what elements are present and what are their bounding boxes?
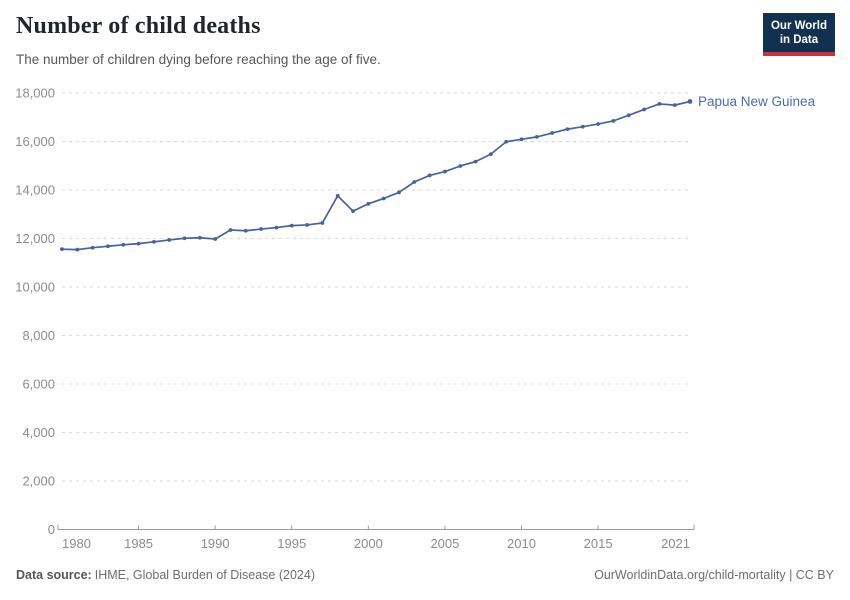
data-point[interactable]	[167, 238, 172, 242]
data-point[interactable]	[60, 247, 64, 252]
data-point[interactable]	[213, 237, 218, 241]
owid-logo[interactable]: Our World in Data	[762, 13, 835, 56]
y-tick-label: 4,000	[22, 425, 55, 440]
data-point[interactable]	[121, 242, 126, 247]
data-point[interactable]	[672, 103, 677, 108]
x-tick-label: 2021	[661, 536, 690, 551]
data-point[interactable]	[136, 241, 141, 246]
data-point[interactable]	[182, 236, 187, 241]
x-tick-label: 1985	[124, 536, 153, 551]
data-point[interactable]	[580, 124, 585, 129]
x-tick-label: 1995	[277, 536, 306, 551]
data-point[interactable]	[152, 239, 156, 244]
y-tick-label: 14,000	[15, 183, 55, 198]
data-point[interactable]	[504, 139, 509, 144]
data-point[interactable]	[519, 137, 524, 142]
data-point[interactable]	[366, 201, 371, 206]
entity-label[interactable]: Papua New Guinea	[698, 94, 816, 109]
page-title: Number of child deaths	[16, 13, 261, 39]
data-point[interactable]	[626, 113, 631, 118]
footer-link[interactable]: OurWorldinData.org/child-mortality | CC …	[594, 568, 834, 582]
footer-source-label: Data source:	[16, 568, 92, 582]
data-point[interactable]	[657, 102, 662, 106]
data-point[interactable]	[642, 107, 646, 112]
data-point[interactable]	[565, 127, 570, 132]
data-point[interactable]	[488, 152, 493, 157]
y-tick-label: 6,000	[22, 377, 55, 392]
page-subtitle: The number of children dying before reac…	[16, 52, 381, 67]
data-point[interactable]	[381, 196, 386, 201]
x-tick-label: 2005	[430, 536, 459, 551]
data-point[interactable]	[427, 173, 432, 178]
owid-logo-line2: in Data	[779, 34, 819, 47]
footer-source-text: IHME, Global Burden of Disease (2024)	[94, 568, 315, 582]
data-point[interactable]	[596, 122, 600, 126]
y-tick-label: 10,000	[15, 280, 55, 295]
data-point[interactable]	[274, 225, 279, 230]
y-tick-label: 18,000	[15, 86, 55, 101]
data-point[interactable]	[550, 131, 555, 135]
data-point[interactable]	[305, 223, 309, 227]
data-point[interactable]	[412, 180, 417, 184]
y-tick-label: 16,000	[15, 134, 55, 149]
y-tick-label: 8,000	[22, 328, 55, 343]
data-point[interactable]	[611, 118, 616, 123]
footer-source: Data source: IHME, Global Burden of Disea…	[16, 568, 315, 582]
data-point[interactable]	[473, 159, 478, 164]
x-tick-label: 1990	[201, 536, 230, 551]
data-point-last[interactable]	[687, 99, 693, 104]
data-point[interactable]	[397, 190, 401, 195]
data-point[interactable]	[90, 245, 95, 250]
data-point[interactable]	[197, 235, 202, 240]
data-point[interactable]	[259, 227, 264, 231]
data-point[interactable]	[335, 193, 340, 198]
x-tick-label: 1980	[62, 536, 91, 551]
x-tick-label: 2010	[507, 536, 536, 551]
data-point[interactable]	[351, 209, 355, 213]
data-point[interactable]	[106, 244, 110, 249]
owid-logo-line1: Our World	[770, 20, 827, 32]
data-point[interactable]	[75, 247, 80, 252]
data-line[interactable]	[61, 100, 691, 251]
x-tick-label: 2015	[584, 536, 613, 551]
y-tick-label: 2,000	[22, 474, 55, 489]
x-tick-label: 2000	[354, 536, 383, 551]
y-tick-label: 12,000	[15, 231, 55, 246]
data-point[interactable]	[458, 164, 463, 168]
data-point[interactable]	[243, 228, 248, 233]
y-tick-label: 0	[48, 522, 55, 537]
data-point[interactable]	[534, 134, 539, 139]
data-point[interactable]	[289, 223, 294, 228]
data-point[interactable]	[443, 169, 447, 174]
data-point[interactable]	[228, 228, 233, 232]
data-point[interactable]	[320, 221, 325, 225]
